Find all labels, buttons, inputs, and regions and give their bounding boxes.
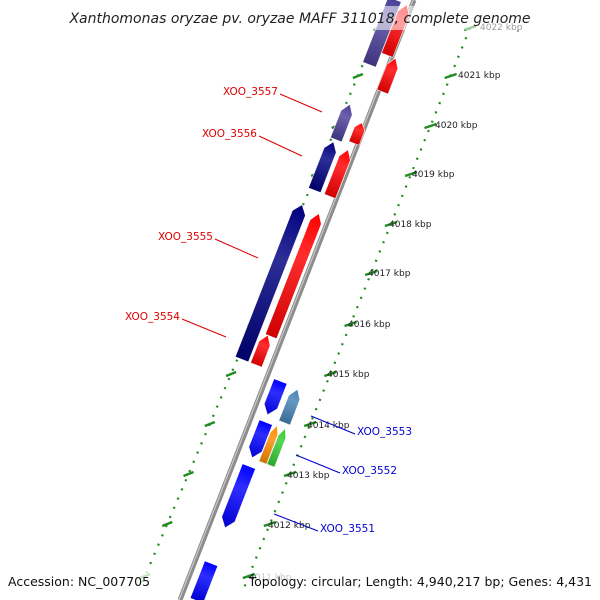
major-tick-10	[263, 520, 277, 528]
genome-backbone-highlight	[178, 0, 414, 600]
gene-feature-13[interactable]	[258, 424, 281, 465]
tick-label-2: 4020 kbp	[435, 121, 478, 131]
gene-feature-12[interactable]	[246, 419, 273, 460]
gene-feature-11[interactable]	[278, 387, 303, 426]
tick-label-4: 4018 kbp	[389, 220, 432, 230]
gene-feature-10[interactable]	[261, 378, 288, 418]
inner-tick-10	[161, 520, 173, 528]
gene-label-3[interactable]: XOO_3554	[125, 311, 180, 323]
tick-label-9: 4013 kbp	[287, 471, 330, 481]
title-backdrop	[60, 6, 540, 30]
gene-label-1[interactable]: XOO_3556	[202, 128, 257, 140]
gene-feature-2[interactable]	[376, 56, 401, 95]
gene-feature-5[interactable]	[308, 139, 339, 193]
inner-tick-7	[225, 370, 237, 378]
footer-backdrop-right	[256, 571, 596, 591]
genome-summary-label: Topology: circular; Length: 4,940,217 bp…	[248, 574, 592, 589]
gene-leader-line-3	[181, 318, 227, 338]
tick-label-7: 4015 kbp	[327, 370, 370, 380]
tick-label-6: 4016 kbp	[348, 320, 391, 330]
map-title: Xanthomonas oryzae pv. oryzae MAFF 31101…	[68, 11, 530, 27]
gene-feature-15[interactable]	[218, 463, 256, 531]
gene-leader-line-1	[258, 135, 303, 157]
tick-label-3: 4019 kbp	[412, 170, 455, 180]
inner-tick-8	[204, 420, 216, 428]
outer-dotted-ring	[242, 27, 472, 589]
gene-feature-6[interactable]	[323, 148, 353, 199]
gene-leader-line-4	[310, 415, 356, 435]
major-tick-4	[384, 220, 398, 228]
gene-label-4[interactable]: XOO_3553	[357, 426, 412, 438]
tick-label-10: 4012 kbp	[268, 521, 311, 531]
gene-leader-line-0	[279, 93, 323, 113]
gene-leader-line-2	[214, 238, 259, 259]
accession-label: Accession: NC_007705	[8, 574, 150, 589]
major-tick-7	[323, 370, 337, 378]
outer-tick-marks	[242, 24, 477, 580]
gene-label-5[interactable]: XOO_3552	[342, 465, 397, 477]
major-tick-9	[283, 470, 297, 478]
gene-feature-7[interactable]	[234, 202, 308, 363]
gene-label-6[interactable]: XOO_3551	[320, 523, 375, 535]
major-tick-6	[344, 320, 357, 328]
major-tick-5	[364, 269, 378, 277]
inner-tick-1	[352, 72, 364, 80]
major-tick-2	[424, 122, 437, 130]
inner-tick-9	[183, 470, 194, 478]
major-tick-8	[303, 420, 317, 428]
tick-label-5: 4017 kbp	[368, 269, 411, 279]
gene-labels: XOO_3557 XOO_3556 XOO_3555 XOO_3554 XOO_3553…	[125, 86, 412, 535]
gene-feature-14[interactable]	[266, 427, 289, 468]
gene-feature-4[interactable]	[348, 121, 367, 146]
tick-label-8: 4014 kbp	[307, 421, 350, 431]
gene-feature-16[interactable]	[189, 560, 219, 600]
gene-leader-line-5	[295, 454, 341, 474]
gene-leader-line-6	[273, 513, 319, 532]
gene-label-2[interactable]: XOO_3555	[158, 231, 213, 243]
gene-feature-8[interactable]	[265, 211, 324, 340]
gene-label-0[interactable]: XOO_3557	[223, 86, 278, 98]
major-tick-1	[444, 72, 458, 80]
major-tick-3	[404, 170, 418, 178]
gene-feature-9[interactable]	[250, 333, 274, 368]
major-tick-11	[242, 572, 256, 580]
tick-label-1: 4021 kbp	[458, 71, 501, 81]
gene-feature-3[interactable]	[330, 102, 356, 143]
genome-backbone	[177, 0, 417, 600]
footer-backdrop-left	[4, 571, 154, 591]
